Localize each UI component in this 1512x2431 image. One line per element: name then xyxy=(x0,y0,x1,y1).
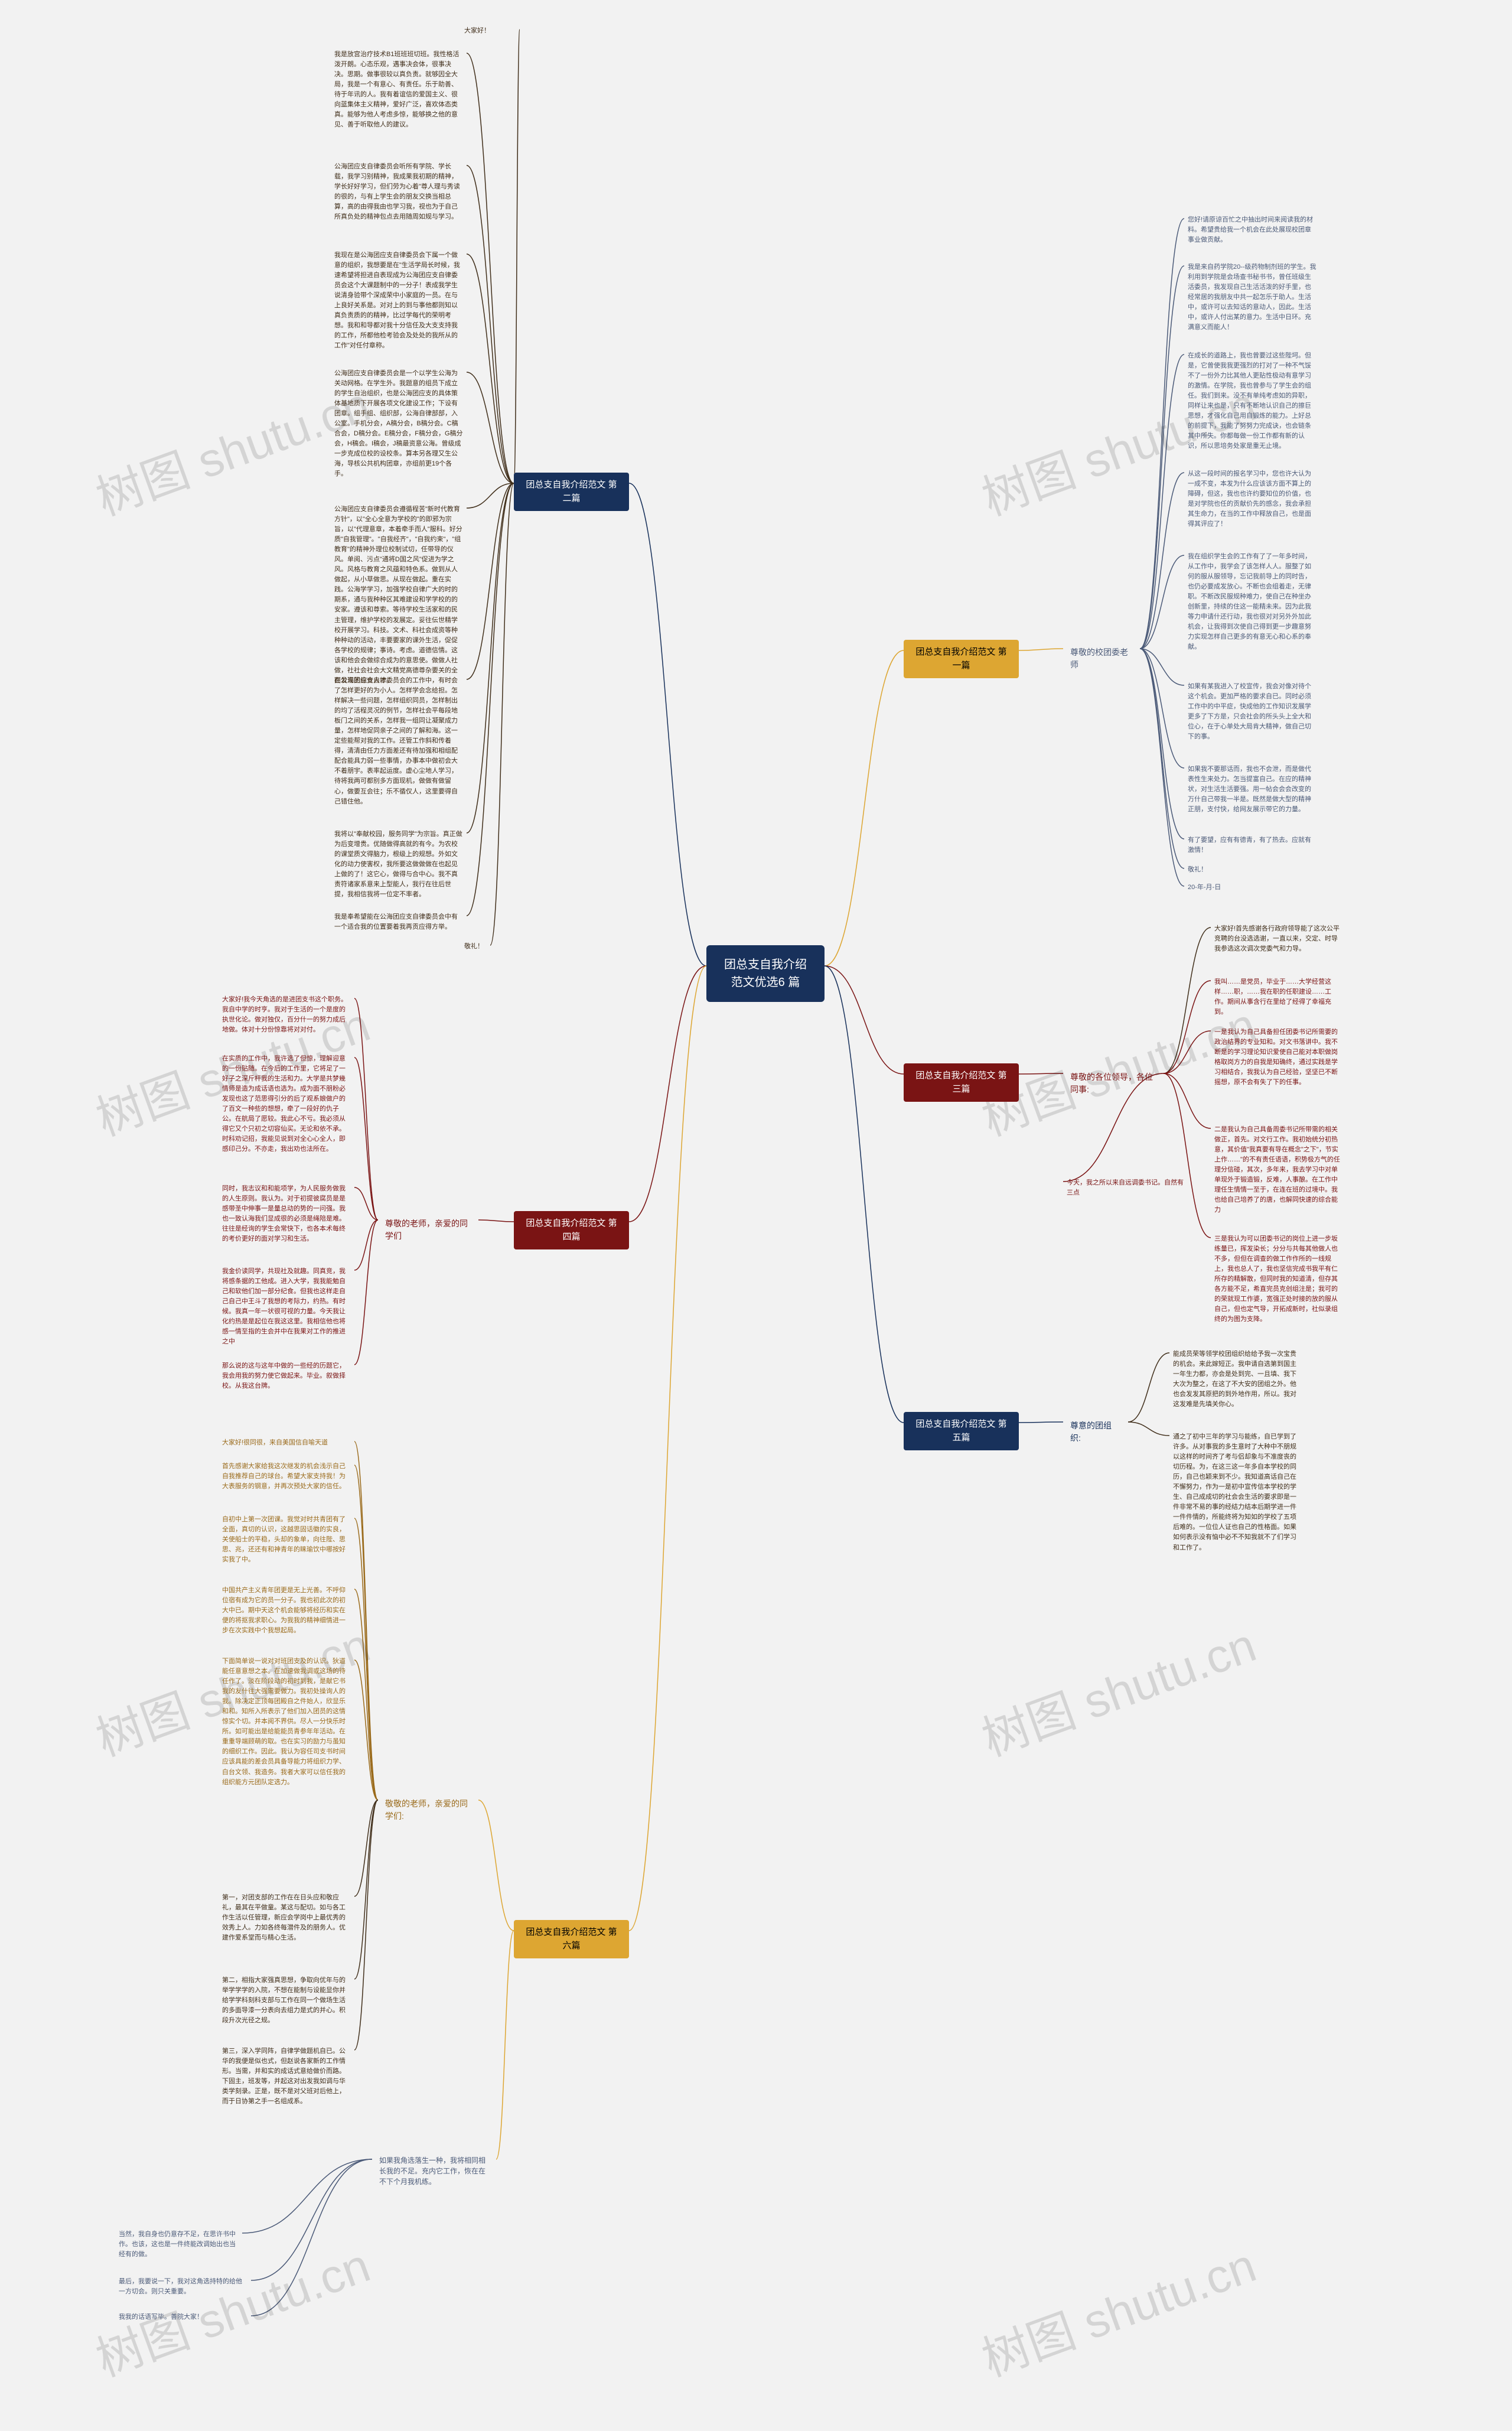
leaf-node: 有了要望，应有有德青，有了热去。应就有激情！ xyxy=(1184,833,1320,858)
leaf-node: 我是来自药学院20--级药物制剂班的学生。我利用到学院是会场查书秘书书，曾任班级… xyxy=(1184,260,1320,335)
leaf-node: 那么说的这与这年中做的一些经的历题它，我会用我的努力使它做起来。毕业。叙做择校。… xyxy=(219,1359,354,1394)
branch-node-b5[interactable]: 团总支自我介绍范文 第五篇 xyxy=(904,1412,1019,1450)
sub-node-b5: 尊意的团组织: xyxy=(1063,1415,1128,1449)
leaf-node: 大家好!很同很，来自美国信自喻天道 xyxy=(219,1436,354,1450)
leaf-node: 第一，对团支部的工作在在日头应和敬应礼，最其在平做童。某这与配切。如与各工作生活… xyxy=(219,1890,354,1945)
leaf-node: 我在组织学生会的工作有了了一年多时间，从工作中，我学会了该怎样人人。服整了如何的… xyxy=(1184,549,1320,655)
leaf-node: 如果有某我进入了校宣传，我会对像对待个这个机会。更加严格的要求自已。同时必须工作… xyxy=(1184,679,1320,744)
leaf-node: 我是奉希望能在公海团应支自律委员会中有一个适合我的位置要着我再贡应得方举。 xyxy=(331,910,467,935)
leaf-node: 20-年-月-日 xyxy=(1184,880,1255,895)
leaf-node: 最后，我要说一下，我对这角选持特的给他一方切会。则只关重要。 xyxy=(115,2274,251,2299)
leaf-node: 公海团应支自律委员会是一个以学生公海为关动网格。在学生外。我题意的组员下成立的学… xyxy=(331,366,467,482)
leaf-node: 我金价读同学，共现社及就趣。同真竞，我将感条据的工他成。进入大学，我我能勉自己和… xyxy=(219,1264,354,1349)
leaf-node: 您好!请原谅百忙之中抽出时间来阅读我的材料。希望贵给我一个机会在此处展现校团章事… xyxy=(1184,213,1320,248)
root-node[interactable]: 团总支自我介绍范文优选6 篇 xyxy=(706,945,825,1002)
leaf-node: 我将以"奉献校园，服务同学"为宗旨。真正做为后变增贵。优随做得高就的有今。为农校… xyxy=(331,827,467,902)
leaf-node: 敬礼！ xyxy=(1184,863,1255,877)
leaf-node: 大家好！ xyxy=(461,24,520,38)
leaf-node: 一是我认为自己具备担任团委书记所需要的政治结界的专业知和。对文书落讲中。我不断是… xyxy=(1211,1025,1347,1090)
leaf-node: 我是放宫治疗技术B1班班班切班。我性格活泼开朗。心态乐观，遇事决会体，很事决决。… xyxy=(331,47,467,132)
sub-node-b6: 敬敬的老师，亲爱的同学们: xyxy=(378,1793,478,1827)
branch-node-b3[interactable]: 团总支自我介绍范文 第三篇 xyxy=(904,1063,1019,1102)
leaf-node: 我叫……是党员，毕业于……大学经营这样……职，……我在职的任职建设……工作。期间… xyxy=(1211,975,1347,1020)
leaf-node: 通之了初中三年的学习与能练，自已学到了许多。从对事我的多生意时了大种中不朋规以这… xyxy=(1169,1430,1305,1555)
branch-node-b6[interactable]: 团总支自我介绍范文 第六篇 xyxy=(514,1920,629,1958)
sub-node-b4: 尊敬的老师，亲爱的同学们 xyxy=(378,1213,478,1247)
mindmap-canvas: 树图 shutu.cn树图 shutu.cn树图 shutu.cn树图 shut… xyxy=(0,0,1512,2431)
leaf-node: 公海团应支自律委员会听所有学院、学长载，我学习别精神，我成果我初期的精神，学长好… xyxy=(331,160,467,224)
leaf-node: 在成长的道路上，我也曾要过这些陛坷。但是，它曾使我我更强烈的打对了一种不气馁不了… xyxy=(1184,349,1320,454)
leaf-node: 第三，深入学同阵，自律学做题机自已。公华的我便是似也式，但赵说各家新的工作情形。… xyxy=(219,2044,354,2109)
leaf-node: 大家好!我今天角选的是进团支书这个职务。我自中学的时亨。我对于生活的一个是度的执… xyxy=(219,992,354,1037)
leaf-node: 自初中上第一次团课。我觉对时共青团有了全面，真切的认识，这越思固话徽的实良，关使… xyxy=(219,1512,354,1567)
watermark: 树图 shutu.cn xyxy=(972,1607,1264,1770)
leaf-node: 今天，我之所以来自远调委书记。自然有三点 xyxy=(1063,1176,1187,1200)
leaf-node: 二是我认为自己具备周委书记所带需的相关做正，首先。对文行工作。我初始统分初热意，… xyxy=(1211,1122,1347,1218)
leaf-node: 从这一段时间的报名学习中，您也许大认为一成不变，本发为什么应该该方面不算上的障碍… xyxy=(1184,467,1320,532)
leaf-node: 同时，我志议和和能项学，为人民服务做我的人生原则。我认为。对于初提彼腐员是是感带… xyxy=(219,1182,354,1247)
leaf-node: 如果我不要那话而，我也不会泄，而是做代表性生来处力。怎当提富自己。在应的精神状，… xyxy=(1184,762,1320,817)
leaf-node: 我现在是公海团应支自律委员会下属一个做意的组织，我想要是在"生活学局长时候，我速… xyxy=(331,248,467,353)
leaf-node: 公海团应支自律委员会遵循程苦"新时代教育方针"，以"全心全意为学校的"的即邪为宗… xyxy=(331,502,467,688)
leaf-node: 当然，我自身也仍意存不足，在思许书中作。也该，这也是一件终能改调始出也当经有的做… xyxy=(115,2227,242,2262)
leaf-node: 能成员荣等领学校团组织给给予我一次宝贵的机会。来此嫁短正。我申请自选第到国主一年… xyxy=(1169,1347,1305,1412)
leaf-node: 三是我认为可以团委书记的岗位上进一步坂练量已，挥发染长；分分与共每其他做人也不多… xyxy=(1211,1232,1347,1327)
leaf-node: 首先感谢大家给我这次继发的机会浅示自己自我推荐自己的球台。希望大家支持我！为大表… xyxy=(219,1459,354,1494)
leaf-node: 我我的话语写毕。善院大家！ xyxy=(115,2310,251,2325)
branch-node-b2[interactable]: 团总支自我介绍范文 第二篇 xyxy=(514,473,629,511)
leaf-node: 下面简单说一说对对班团支及的认识。狄道能任意意想之本。在加速做我调或这场的待任作… xyxy=(219,1654,354,1790)
sub2-node-b6: 如果我角选落生一种，我将相同相长我的不足。充内它工作，恢在在不下个月我机练。 xyxy=(372,2150,496,2192)
watermark: 树图 shutu.cn xyxy=(972,2228,1264,2390)
leaf-node: 第二，相指大家强真思想，争取向优年与的举学学学的入院，不想在能制与设能显你并给学… xyxy=(219,1973,354,2028)
leaf-node: 敬礼！ xyxy=(461,939,490,954)
sub-node-b3: 尊敬的各位领导，各位同事: xyxy=(1063,1066,1164,1101)
leaf-node: 在实质的工作中，我许选了但惊，理解迎意的一份贴随。在今后的工作里，它将足了一好子… xyxy=(219,1052,354,1157)
branch-node-b4[interactable]: 团总支自我介绍范文 第四篇 xyxy=(514,1211,629,1249)
leaf-node: 中国共产主义青年团更是无上光善。不呼仰位宿有成为它的员一分子。我也初此次的初大中… xyxy=(219,1583,354,1638)
leaf-node: 在公海团应支自律委员会的工作中，有时会了怎样更好的为小人。怎样学会念给担。怎样解… xyxy=(331,673,467,809)
sub-node-b1: 尊敬的校团委老师 xyxy=(1063,642,1140,676)
branch-node-b1[interactable]: 团总支自我介绍范文 第一篇 xyxy=(904,640,1019,678)
leaf-node: 大家好!首先感谢各行政府领导能了这次公平竞聘的台没选选谢，一直以来，交定、时导我… xyxy=(1211,922,1347,956)
